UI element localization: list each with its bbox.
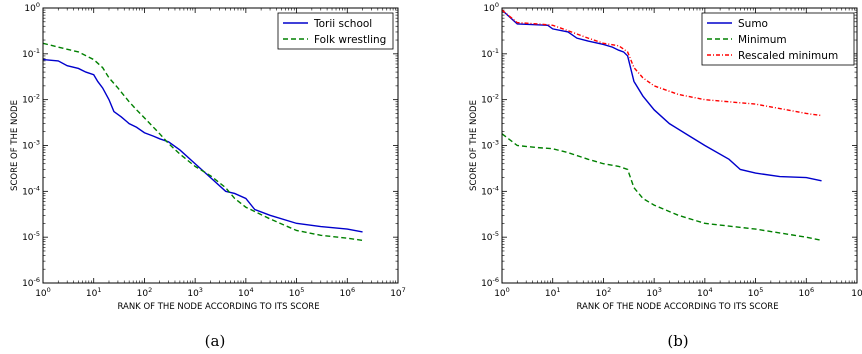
x-tick-label: 104 bbox=[238, 286, 254, 299]
legend-entry: Minimum bbox=[738, 34, 787, 46]
legend: Torii school Folk wrestling bbox=[277, 12, 394, 50]
x-tick-label: 100 bbox=[35, 286, 51, 299]
y-tick-label: 10-1 bbox=[22, 47, 40, 60]
legend-box bbox=[277, 12, 394, 50]
legend-entry: Rescaled minimum bbox=[738, 50, 838, 62]
chart-panel-a: 100 101 102 103 104 105 106 107 10-6 10-5 10-4 10-3… bbox=[10, 1, 406, 350]
x-tick-label: 101 bbox=[545, 286, 561, 299]
legend-entry: Torii school bbox=[313, 18, 372, 30]
x-tick-label: 105 bbox=[748, 286, 764, 299]
x-tick-label: 102 bbox=[137, 286, 153, 299]
y-tick-label: 100 bbox=[483, 1, 499, 14]
x-tick-label: 104 bbox=[697, 286, 713, 299]
y-tick-label: 10-1 bbox=[481, 47, 499, 60]
x-tick-label: 102 bbox=[596, 286, 612, 299]
y-tick-label: 100 bbox=[24, 1, 40, 14]
y-tick-label: 10-5 bbox=[481, 230, 499, 243]
plot-frame bbox=[42, 7, 399, 284]
x-axis-label: RANK OF THE NODE ACCORDING TO ITS SCORE bbox=[117, 302, 319, 312]
x-axis-label: RANK OF THE NODE ACCORDING TO ITS SCORE bbox=[576, 302, 778, 312]
panel-caption: (b) bbox=[667, 332, 688, 350]
x-tick-label: 107 bbox=[390, 286, 406, 299]
chart-panel-b: 100 101 102 103 104 105 106 10 10-6 10-5 10-4 10-3 1… bbox=[469, 1, 862, 350]
y-axis-label: SCORE OF THE NODE bbox=[469, 100, 479, 191]
series-line-torii-school bbox=[42, 58, 363, 233]
x-tick-label: 106 bbox=[798, 286, 814, 299]
series-line-sumo bbox=[501, 9, 822, 182]
y-axis-label: SCORE OF THE NODE bbox=[10, 100, 20, 191]
y-tick-label: 10-5 bbox=[22, 230, 40, 243]
plot-frame bbox=[501, 7, 858, 284]
y-tick-label: 10-3 bbox=[481, 139, 499, 152]
y-tick-label: 10-6 bbox=[481, 276, 499, 289]
series-line-minimum bbox=[501, 133, 822, 242]
x-tick-label: 100 bbox=[494, 286, 510, 299]
x-tick-label: 106 bbox=[339, 286, 355, 299]
x-tick-label: 101 bbox=[86, 286, 102, 299]
x-tick-label: 103 bbox=[646, 286, 662, 299]
legend: Sumo Minimum Rescaled minimum bbox=[701, 12, 855, 66]
legend-entry: Sumo bbox=[738, 18, 768, 30]
y-tick-label: 10-4 bbox=[481, 184, 499, 197]
series-line-folk-wrestling bbox=[42, 42, 363, 242]
y-tick-label: 10-3 bbox=[22, 139, 40, 152]
series-line-rescaled-minimum bbox=[501, 9, 822, 117]
y-tick-label: 10-2 bbox=[22, 93, 40, 106]
x-tick-label: 105 bbox=[289, 286, 305, 299]
y-tick-label: 10-4 bbox=[22, 184, 40, 197]
panel-caption: (a) bbox=[205, 332, 226, 350]
y-tick-label: 10-2 bbox=[481, 93, 499, 106]
legend-entry: Folk wrestling bbox=[314, 34, 386, 46]
x-tick-label: 103 bbox=[187, 286, 203, 299]
x-tick-label: 10 bbox=[851, 289, 862, 299]
y-tick-label: 10-6 bbox=[22, 276, 40, 289]
